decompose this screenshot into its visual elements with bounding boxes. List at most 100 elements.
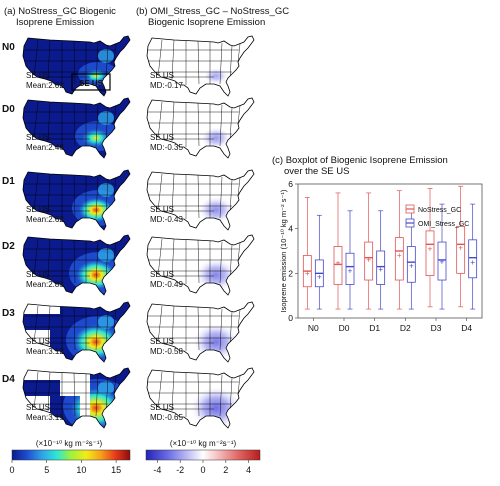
map-b-D0 [146, 97, 255, 159]
map-a-mean-label: Mean:2.83 [26, 280, 64, 289]
box-OMI_Stress_GC-D3: + [437, 203, 447, 310]
map-a-N0: SE US [22, 35, 131, 97]
box-NoStress_GC-D3: + [425, 188, 435, 308]
x-tick-label: D0 [339, 323, 350, 333]
map-a-region-label: SE US [26, 337, 50, 346]
box-OMI_Stress_GC-D2: + [406, 208, 416, 310]
panel-b-title-line1: (b) OMI_Stress_GC – NoStress_GC [136, 6, 289, 17]
legend-entry: OMI_Stress_GC [418, 221, 469, 228]
box-mean-marker: + [440, 257, 445, 266]
box-iqr [406, 246, 416, 283]
colorbar-a: (×10⁻¹⁰ kg m⁻²s⁻¹) 0 5 10 15 [9, 439, 131, 475]
map-b-region-label: SE US [150, 205, 174, 214]
box-OMI_Stress_GC-D4: + [468, 203, 478, 310]
y-tick-label: 4 [288, 224, 293, 234]
colorbar-tick-label: 15 [111, 465, 121, 475]
x-tick-label: D3 [431, 323, 442, 333]
x-tick-label: D1 [369, 323, 380, 333]
y-tick-label: 2 [288, 268, 293, 278]
box-mean-marker: + [409, 262, 414, 271]
colorbar-tick-label: 0 [9, 465, 14, 475]
row-label: N0 [2, 42, 15, 53]
map-a-region-label: SE US [26, 133, 50, 142]
box-mean-marker: + [348, 266, 353, 275]
x-tick-label: N0 [308, 323, 319, 333]
y-tick-label: 6 [288, 179, 293, 189]
box-mean-marker: + [336, 259, 341, 268]
map-a-region-label: SE US [26, 205, 50, 214]
map-a-D4 [22, 367, 131, 429]
map-a-region-label: SE US [26, 270, 50, 279]
panel-a-title-line2: Isoprene Emission [16, 17, 94, 28]
box-mean-marker: + [305, 269, 310, 278]
colorbar-b-unit: (×10⁻¹⁰ kg m⁻²s⁻¹) [170, 439, 237, 448]
x-tick-label: D4 [461, 323, 472, 333]
map-b-md-label: MD:-0.58 [150, 347, 183, 356]
map-b-D2 [146, 234, 255, 296]
map-b-region-label: SE US [150, 71, 174, 80]
colorbar-tick-label: 10 [76, 465, 86, 475]
map-b-region-label: SE US [150, 270, 174, 279]
box-iqr [468, 239, 478, 279]
map-a-D0 [22, 97, 131, 159]
colorbar-b-bar [145, 449, 261, 461]
colorbar-b: (×10⁻¹⁰ kg m⁻²s⁻¹) -4 -2 0 2 4 [145, 439, 261, 475]
y-axis-label: Isoprene emission (10⁻¹⁰ kg m⁻² s⁻¹) [279, 189, 288, 312]
colorbar-a-bar [11, 449, 131, 461]
x-tick-label: D2 [400, 323, 411, 333]
row-label: D2 [2, 241, 15, 252]
y-tick-label: 0 [288, 313, 293, 323]
box-iqr [425, 230, 435, 276]
box-iqr [333, 246, 343, 285]
map-b-D3 [146, 301, 255, 363]
colorbar-tick-label: 5 [44, 465, 49, 475]
colorbar-tick-label: -2 [176, 465, 184, 475]
row-label: D4 [2, 374, 15, 385]
map-a-mean-label: Mean:2.62 [26, 215, 64, 224]
colorbar-a-ticks: 0 5 10 15 [9, 460, 121, 475]
map-a-region-label: SE US [26, 71, 50, 80]
box-iqr [364, 241, 374, 281]
panel-c-title-line2: over the SE US [284, 166, 349, 177]
map-a-D2 [22, 234, 131, 296]
colorbar-b-ticks: -4 -2 0 2 4 [153, 460, 251, 475]
map-a-mean-label: Mean:3.15 [26, 413, 64, 422]
map-b-D1 [146, 169, 255, 231]
box-iqr [437, 241, 447, 281]
box-mean-marker: + [397, 251, 402, 260]
se-us-box-label: SE US [79, 79, 104, 88]
row-label: D3 [2, 308, 15, 319]
box-iqr [376, 250, 386, 285]
box-NoStress_GC-N0: + [302, 197, 312, 310]
panel-b-title-line2: Biogenic Isoprene Emission [148, 17, 265, 28]
box-OMI_Stress_GC-D1: + [376, 210, 386, 310]
map-b-region-label: SE US [150, 337, 174, 346]
box-mean-marker: + [378, 265, 383, 274]
box-NoStress_GC-D2: + [394, 190, 404, 310]
map-a-mean-label: Mean:2.02 [26, 81, 64, 90]
box-NoStress_GC-D0: + [333, 192, 343, 310]
box-mean-marker: + [458, 244, 463, 253]
map-b-md-label: MD:-0.17 [150, 81, 183, 90]
box-NoStress_GC-D4: + [456, 185, 466, 308]
map-a-mean-label: Mean:2.48 [26, 143, 64, 152]
colorbar-tick-label: 2 [223, 465, 228, 475]
box-iqr [456, 226, 466, 274]
map-b-md-label: MD:-0.35 [150, 143, 183, 152]
row-label: D0 [2, 104, 15, 115]
map-b-D4 [146, 367, 255, 429]
map-a-D3 [22, 301, 131, 363]
legend: NoStress_GC OMI_Stress_GC [405, 204, 469, 228]
map-a-region-label: SE US [26, 403, 50, 412]
colorbar-tick-label: 4 [246, 465, 251, 475]
box-NoStress_GC-D1: + [364, 192, 374, 310]
box-mean-marker: + [366, 255, 371, 264]
box-mean-marker: + [470, 258, 475, 267]
colorbar-tick-label: -4 [153, 465, 161, 475]
box-mean-marker: + [317, 273, 322, 282]
row-labels: N0 D0 D1 D2 D3 D4 [2, 42, 15, 385]
